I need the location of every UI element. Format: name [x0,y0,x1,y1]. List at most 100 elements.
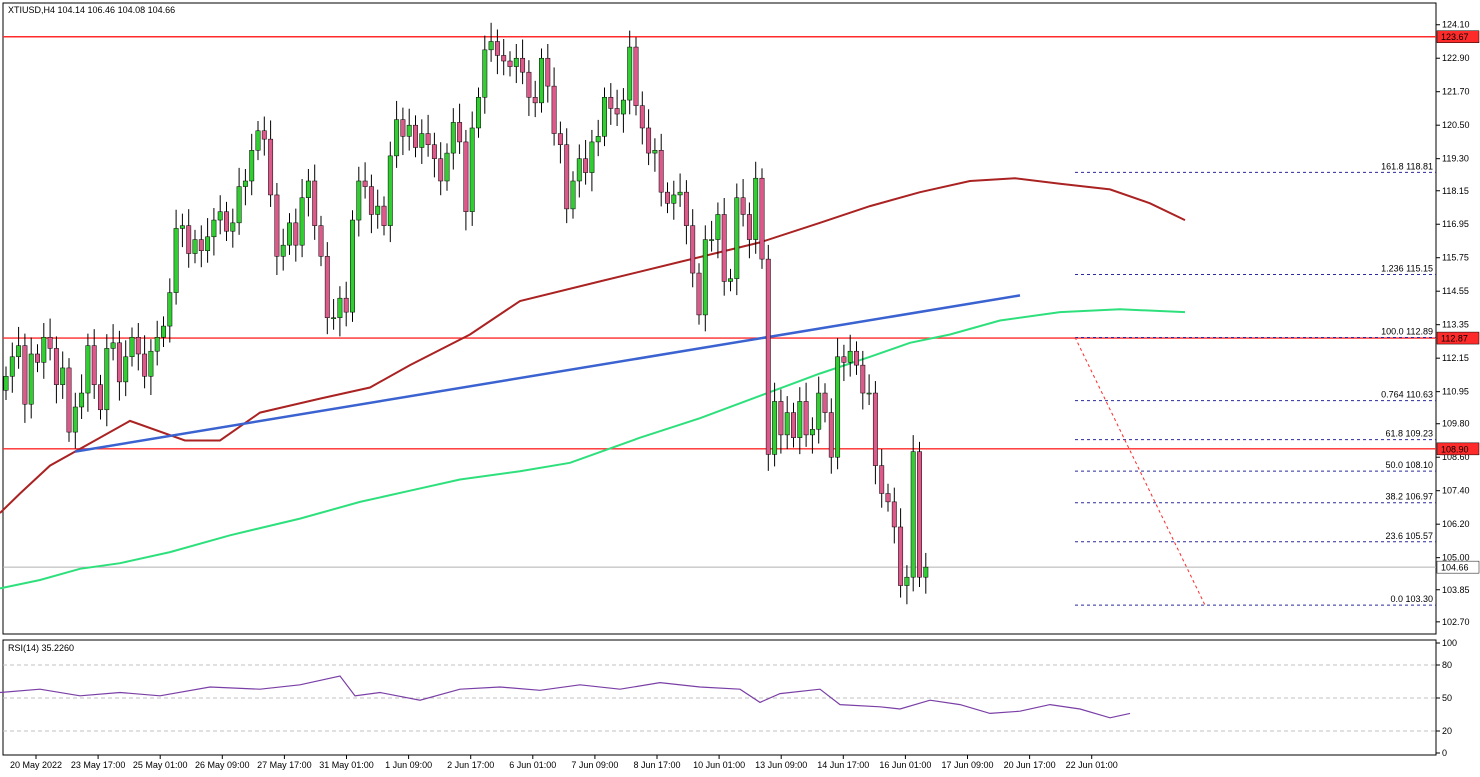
candle-body [110,342,116,349]
candle-body [639,105,645,129]
candle-body [387,155,393,226]
candle-body [413,124,418,148]
candle-body [148,350,154,377]
candle-body [135,336,141,355]
candle-body [583,158,589,173]
candle-body [375,205,381,215]
candle-body [759,177,765,260]
candle-body [425,133,431,145]
candle-body [3,376,9,391]
price-tick-label: 122.90 [1442,53,1470,63]
candle-body [35,353,40,363]
candle-body [167,292,173,327]
candle-body [91,345,97,385]
candle-body [627,46,633,101]
candle-body [816,392,822,430]
trendline [74,294,1021,453]
symbol-header: XTIUSD,H4 104.14 106.46 104.08 104.66 [8,5,175,15]
candle-body [129,336,135,358]
candle-body [356,180,362,221]
candle-body [614,108,620,115]
price-tick-label: 114.55 [1442,286,1469,296]
candle-body [520,57,526,73]
candle-body [268,138,274,196]
rsi-tick-label: 0 [1442,748,1447,758]
candle-body [753,177,759,240]
candle-body [539,57,544,104]
candle-body [917,451,922,578]
candle-body [854,350,859,366]
x-tick-label: 26 May 09:00 [195,760,250,770]
x-tick-label: 20 May 2022 [10,760,62,770]
candle-body [847,350,853,363]
price-tag [1436,560,1480,574]
x-tick-label: 17 Jun 09:00 [941,760,993,770]
candle-body [608,97,614,109]
candle-body [551,85,557,134]
candle-body [646,127,652,154]
fib-level-label: 0.764 110.63 [1381,390,1433,400]
candle-body [463,141,469,212]
candle-body [652,150,658,154]
price-tick-label: 112.15 [1442,353,1469,363]
x-tick-label: 27 May 17:00 [257,760,312,770]
candle-body [891,501,897,528]
candle-body [331,317,337,319]
candle-body [576,158,582,182]
candle-body [287,222,292,246]
candle-body [677,191,683,196]
fib-level-label: 23.6 105.57 [1385,531,1433,541]
price-tick-label: 107.40 [1442,486,1470,496]
ma-slow-line [0,177,1186,514]
candle-body [186,225,192,254]
candle-body [557,133,563,145]
candle-body [532,97,538,104]
candle-body [22,345,28,405]
candle-body [299,197,305,246]
candle-body [696,272,702,316]
candle-body [715,214,721,240]
price-tick-label: 115.75 [1442,253,1469,263]
candle-body [66,367,72,433]
price-tick-label: 120.50 [1442,120,1470,130]
candle-body [507,60,513,67]
candle-body [526,71,532,98]
price-tag-label: 123.67 [1441,32,1469,42]
candle-body [217,211,223,221]
candle-body [828,412,834,458]
candle-body [702,239,708,316]
candle-body [142,353,148,377]
x-tick-label: 8 Jun 17:00 [633,760,680,770]
candle-body [822,392,828,413]
candle-body [85,345,91,394]
candle-body [381,205,387,226]
candle-body [350,219,355,313]
rsi-tick-label: 100 [1442,638,1457,648]
candle-body [123,356,129,383]
candle-body [658,150,664,193]
x-tick-label: 20 Jun 17:00 [1004,760,1056,770]
candle-body [41,336,47,363]
rsi-label: RSI(14) 35.2260 [8,643,74,653]
candle-body [791,412,796,438]
candle-body [53,348,59,385]
candle-body [904,576,910,586]
candle-body [835,356,841,458]
fib-level-label: 161.8 118.81 [1381,161,1433,171]
candle-body [482,49,488,98]
candle-body [778,401,784,436]
candle-body [494,41,500,56]
candle-body [438,158,444,182]
candle-body [564,144,570,210]
candle-body [797,401,803,438]
candle-body [192,239,198,254]
candle-body [746,214,752,240]
candle-body [60,367,66,385]
candle-body [665,191,670,204]
candle-body [633,46,639,106]
candle-body [230,222,236,232]
x-tick-label: 10 Jun 01:00 [693,760,745,770]
price-tick-label: 103.85 [1442,585,1470,595]
price-tick-label: 110.95 [1442,387,1469,397]
